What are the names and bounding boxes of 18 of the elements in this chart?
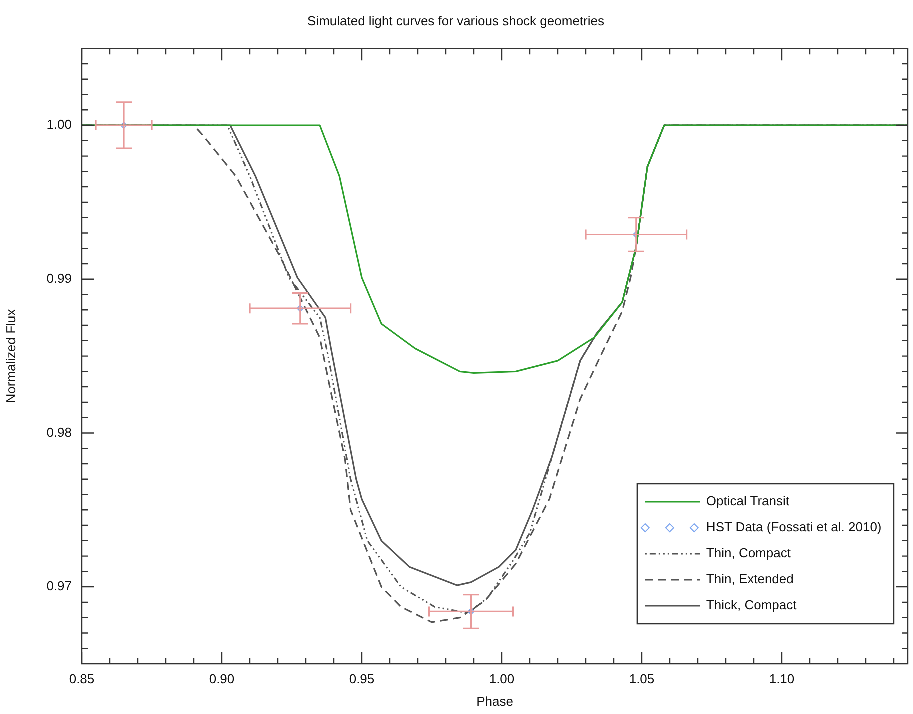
legend-label: HST Data (Fossati et al. 2010) xyxy=(706,520,882,535)
x-tick-label: 1.00 xyxy=(489,671,515,686)
y-axis-title: Normalized Flux xyxy=(3,308,18,404)
legend-label: Thick, Compact xyxy=(706,598,798,613)
legend-label: Thin, Compact xyxy=(706,546,792,561)
y-tick-label: 0.99 xyxy=(46,270,72,286)
legend-label: Thin, Extended xyxy=(706,572,794,587)
x-tick-label: 1.05 xyxy=(629,671,655,686)
x-tick-label: 0.95 xyxy=(349,671,375,686)
x-tick-label: 0.90 xyxy=(209,671,235,686)
chart-title: Simulated light curves for various shock geometries xyxy=(308,13,605,28)
y-tick-label: 0.97 xyxy=(46,578,72,594)
legend-label: Optical Transit xyxy=(706,494,790,509)
y-tick-label: 1.00 xyxy=(46,117,72,132)
x-tick-label: 0.85 xyxy=(69,671,95,686)
x-tick-label: 1.10 xyxy=(769,671,795,686)
y-tick-label: 0.98 xyxy=(46,424,72,440)
x-axis-title: Phase xyxy=(476,694,514,709)
